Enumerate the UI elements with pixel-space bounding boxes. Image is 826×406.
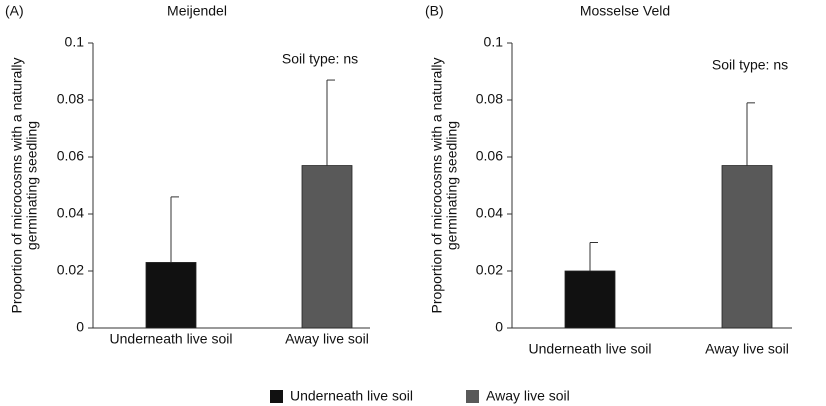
- x-tick-label: Underneath live soil: [110, 331, 233, 347]
- bar: [301, 165, 353, 329]
- y-axis-label: Proportion of microcosms with a naturall…: [429, 58, 445, 314]
- bar: [145, 262, 197, 329]
- bar: [564, 270, 616, 329]
- y-tick-label: 0.1: [65, 34, 85, 50]
- legend-label: Underneath live soil: [290, 388, 413, 404]
- y-tick-label: 0.04: [57, 205, 84, 221]
- annotation: Soil type: ns: [282, 51, 358, 67]
- y-axis-label: germinating seedling: [444, 121, 460, 250]
- y-axis-label: germinating seedling: [24, 121, 40, 250]
- x-tick-label: Underneath live soil: [529, 341, 652, 357]
- y-tick-label: 0.06: [57, 148, 84, 164]
- y-tick-label: 0.02: [57, 262, 84, 278]
- legend-swatch: [270, 390, 283, 403]
- x-tick-label: Away live soil: [705, 341, 789, 357]
- y-tick-label: 0: [76, 319, 84, 335]
- chart-title: Meijendel: [167, 3, 227, 19]
- y-tick-label: 0.02: [476, 262, 503, 278]
- y-tick-label: 0.1: [484, 34, 504, 50]
- y-tick-label: 0: [495, 319, 503, 335]
- y-axis-label: Proportion of microcosms with a naturall…: [9, 58, 25, 314]
- panel-label: (A): [5, 3, 24, 19]
- panel-label: (B): [425, 3, 444, 19]
- x-tick-label: Away live soil: [285, 331, 369, 347]
- y-tick-label: 0.08: [57, 91, 84, 107]
- y-tick-label: 0.04: [476, 205, 503, 221]
- bar: [721, 165, 773, 329]
- legend-label: Away live soil: [486, 388, 570, 404]
- annotation: Soil type: ns: [712, 57, 788, 73]
- chart-title: Mosselse Veld: [580, 3, 670, 19]
- y-tick-label: 0.06: [476, 148, 503, 164]
- y-tick-label: 0.08: [476, 91, 503, 107]
- legend-swatch: [466, 390, 479, 403]
